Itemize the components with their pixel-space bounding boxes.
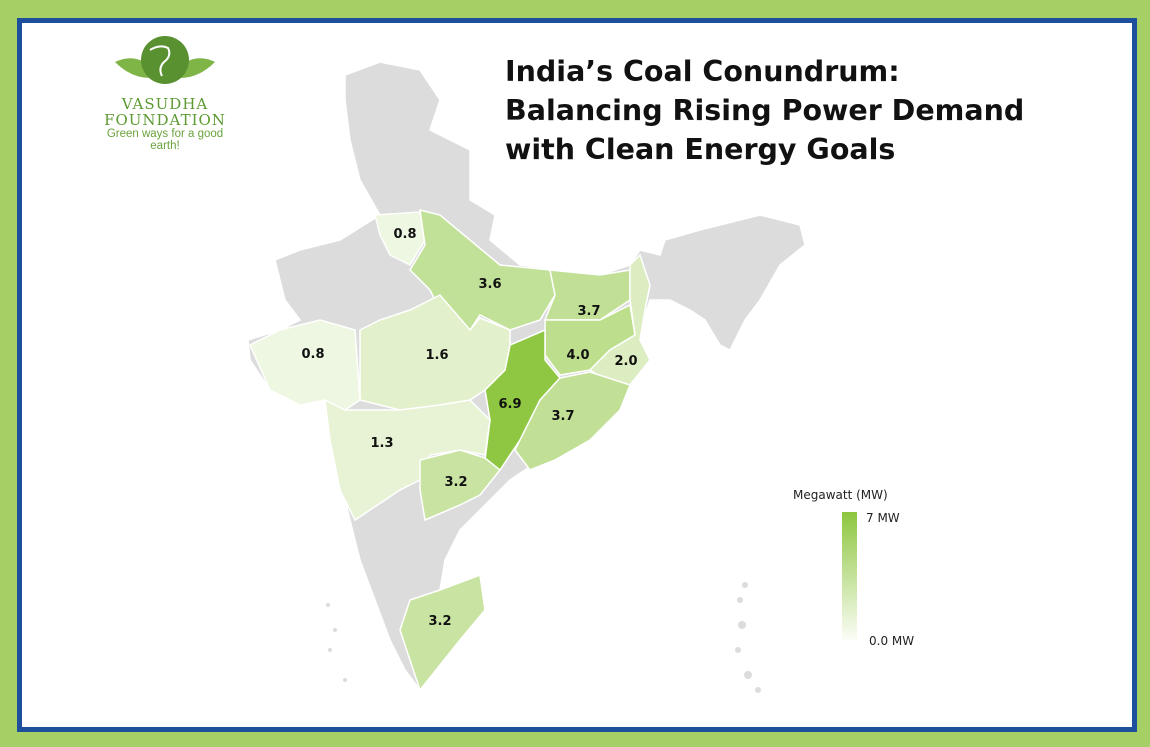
logo-name-line1: VASUDHA: [121, 95, 209, 113]
region-2: [543, 269, 631, 321]
page-title: India’s Coal Conundrum: Balancing Rising…: [505, 55, 1025, 166]
region-value-label: 3.2: [444, 475, 467, 490]
region-value-label: 3.7: [551, 409, 574, 424]
vasudha-foundation-logo: VASUDHA FOUNDATION Green ways for a good…: [100, 32, 230, 152]
region-6: [514, 371, 631, 471]
region-value-label: 3.2: [428, 614, 451, 629]
legend-min-label: 0.0 MW: [869, 634, 915, 648]
region-11: [399, 573, 486, 692]
legend-color-bar: [842, 512, 857, 640]
region-value-label: 6.9: [498, 397, 521, 412]
region-10: [419, 449, 502, 522]
region-value-label: 0.8: [393, 227, 416, 242]
region-8: [249, 319, 361, 411]
region-value-label: 3.7: [577, 304, 600, 319]
legend-max-label: 7 MW: [866, 511, 900, 525]
globe-leaves-icon: [115, 36, 215, 84]
region-value-label: 2.0: [614, 354, 637, 369]
region-value-label: 0.8: [301, 347, 324, 362]
region-value-label: 1.6: [425, 348, 448, 363]
region-9: [324, 398, 491, 522]
region-value-label: 1.3: [370, 436, 393, 451]
region-value-label: 4.0: [566, 348, 589, 363]
logo-tagline: Green ways for a good earth!: [106, 128, 224, 152]
logo-name-line2: FOUNDATION: [104, 111, 226, 129]
legend-title: Megawatt (MW): [793, 488, 888, 502]
region-value-label: 3.6: [478, 277, 501, 292]
islands: [326, 582, 761, 693]
